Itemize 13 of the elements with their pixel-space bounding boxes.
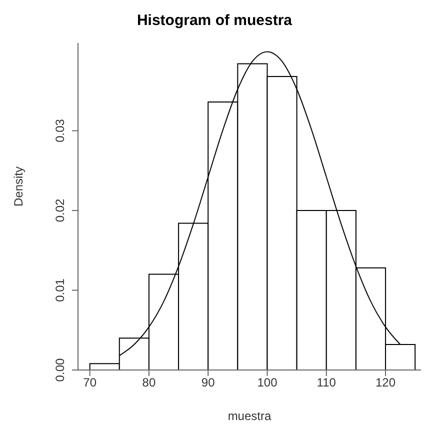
y-tick-label: 0.01 bbox=[53, 278, 67, 302]
x-tick-label: 120 bbox=[376, 376, 396, 390]
x-tick-label: 70 bbox=[83, 376, 97, 390]
y-tick-label: 0.02 bbox=[53, 198, 67, 222]
y-tick-label: 0.03 bbox=[53, 118, 67, 142]
x-axis-title: muestra bbox=[228, 409, 272, 423]
y-axis-title: Density bbox=[11, 166, 26, 206]
x-tick-label: 110 bbox=[316, 376, 336, 390]
chart-title: Histogram of muestra bbox=[136, 11, 294, 31]
x-tick-label: 80 bbox=[142, 376, 156, 390]
y-tick-label: 0.00 bbox=[53, 358, 67, 382]
x-tick-label: 100 bbox=[257, 376, 278, 390]
x-tick-label: 90 bbox=[201, 376, 216, 390]
